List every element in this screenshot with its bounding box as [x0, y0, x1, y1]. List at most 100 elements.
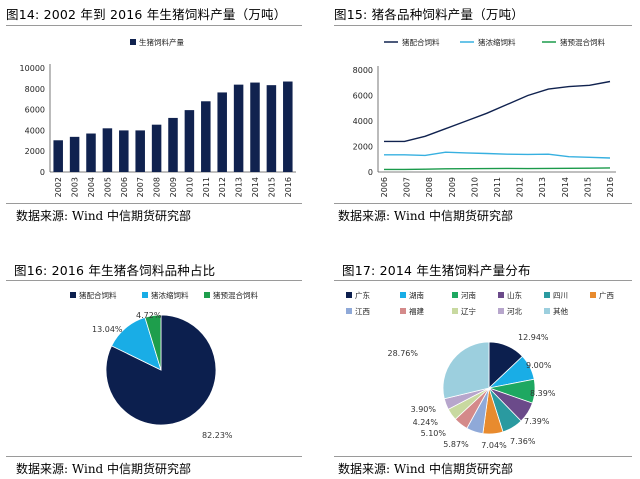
- slice-value-label: 5.87%: [443, 440, 469, 449]
- bar: [217, 92, 227, 172]
- x-tick-label: 2015: [583, 177, 592, 197]
- legend-label: 山东: [507, 290, 522, 300]
- pie-slice: [105, 314, 217, 426]
- x-tick-label: 2016: [284, 177, 293, 197]
- bar: [86, 133, 96, 172]
- bar: [184, 110, 195, 172]
- source-divider: [334, 203, 632, 204]
- x-tick-label: 2013: [538, 177, 547, 197]
- source-divider: [6, 203, 302, 204]
- legend-label: 广西: [599, 290, 614, 300]
- legend-label: 河南: [461, 290, 476, 300]
- legend-label: 生猪饲料产量: [139, 37, 184, 47]
- title-divider: [6, 25, 302, 26]
- legend-label: 广东: [355, 290, 370, 300]
- x-tick-label: 2007: [403, 177, 412, 197]
- legend-label: 猪配合饲料: [402, 37, 440, 47]
- x-tick-label: 2003: [71, 177, 80, 197]
- x-tick-label: 2011: [493, 177, 502, 197]
- x-tick-label: 2014: [251, 177, 260, 197]
- source-note: 数据来源: Wind 中信期货研究部: [338, 209, 514, 223]
- bar: [250, 82, 260, 172]
- y-tick-label: 10000: [20, 64, 45, 73]
- legend-label: 猪浓缩饲料: [478, 37, 516, 47]
- legend-swatch: [400, 292, 406, 298]
- x-tick-label: 2007: [136, 177, 145, 197]
- y-tick-label: 6000: [25, 106, 45, 115]
- y-tick-label: 8000: [25, 85, 45, 94]
- legend-swatch: [544, 308, 550, 314]
- bar-chart: 生猪饲料产量 0 2000 4000 6000 8000 10000 2002 2003 2004…: [20, 37, 296, 197]
- slice-value-label: 5.10%: [421, 429, 447, 438]
- bar: [266, 85, 277, 172]
- panel-fig15: 图15: 猪各品种饲料产量（万吨） 猪配合饲料 猪浓缩饲料 猪预混合饲料 0 2000 4…: [334, 4, 634, 226]
- legend-swatch: [498, 308, 504, 314]
- legend-label: 河北: [507, 307, 522, 316]
- slice-value-label: 28.76%: [387, 349, 418, 358]
- y-tick-label: 4000: [353, 117, 373, 126]
- bar: [201, 101, 211, 172]
- slice-value-label: 82.23%: [202, 431, 233, 440]
- slice-value-label: 9.00%: [526, 361, 552, 370]
- slice-value-label: 4.72%: [136, 311, 162, 320]
- panel-fig17: 图17: 2014 年生猪饲料产量分布 广东 湖南 河南 山东 四川 广西 江西 福建 辽宁 河北…: [334, 258, 634, 478]
- slice-value-label: 7.04%: [481, 441, 507, 450]
- bar: [151, 124, 162, 172]
- slice-value-label: 4.24%: [413, 418, 439, 427]
- x-tick-label: 2005: [103, 177, 112, 197]
- slice-value-label: 12.94%: [518, 333, 549, 342]
- legend-swatch: [544, 292, 550, 298]
- source-note: 数据来源: Wind 中信期货研究部: [16, 209, 192, 223]
- line-chart: 猪配合饲料 猪浓缩饲料 猪预混合饲料 0 2000 4000 6000 8000 2006 200…: [353, 37, 616, 197]
- x-tick-label: 2016: [606, 177, 615, 197]
- x-tick-label: 2009: [448, 177, 457, 197]
- chart-title: 图15: 猪各品种饲料产量（万吨）: [334, 7, 524, 22]
- chart-title: 图14: 2002 年到 2016 年生猪饲料产量（万吨）: [6, 7, 287, 22]
- x-tick-label: 2011: [202, 177, 211, 197]
- bar: [53, 140, 63, 172]
- legend-label: 湖南: [409, 290, 424, 300]
- y-tick-label: 4000: [25, 126, 45, 135]
- slice-value-label: 7.39%: [524, 417, 550, 426]
- legend-swatch: [590, 292, 596, 298]
- y-tick-label: 8000: [353, 66, 373, 75]
- x-tick-label: 2012: [218, 177, 227, 197]
- legend-label: 四川: [553, 291, 568, 300]
- title-divider: [334, 280, 632, 281]
- y-tick-label: 2000: [353, 143, 373, 152]
- bar: [119, 130, 129, 172]
- legend-label: 猪浓缩饲料: [151, 290, 189, 300]
- legend-swatch: [452, 308, 458, 314]
- bar: [102, 128, 113, 172]
- title-divider: [334, 25, 632, 26]
- series-line: [384, 151, 611, 159]
- chart-title: 图16: 2016 年生猪各饲料品种占比: [14, 263, 216, 278]
- legend-label: 猪预混合饲料: [213, 290, 258, 300]
- legend-swatch: [400, 308, 406, 314]
- slice-value-label: 8.39%: [530, 389, 556, 398]
- x-tick-label: 2015: [267, 177, 276, 197]
- title-divider: [6, 280, 302, 281]
- x-tick-label: 2009: [169, 177, 178, 197]
- x-tick-label: 2008: [153, 177, 162, 197]
- source-divider: [6, 456, 302, 457]
- pie-chart: 猪配合饲料 猪浓缩饲料 猪预混合饲料 82.23% 13.04% 4.72%: [70, 290, 258, 440]
- panel-fig16: 图16: 2016 年生猪各饲料品种占比 猪配合饲料 猪浓缩饲料 猪预混合饲料 82.…: [6, 258, 306, 478]
- chart-title: 图17: 2014 年生猪饲料产量分布: [342, 263, 531, 278]
- legend-label: 猪配合饲料: [79, 290, 117, 300]
- x-tick-label: 2008: [425, 177, 434, 197]
- x-tick-label: 2002: [54, 177, 63, 197]
- x-tick-label: 2010: [185, 177, 194, 197]
- bar: [283, 81, 293, 172]
- legend-label: 猪预混合饲料: [560, 37, 605, 47]
- source-divider: [334, 456, 632, 457]
- legend-swatch: [452, 292, 458, 298]
- bar: [233, 84, 244, 172]
- x-tick-label: 2014: [561, 177, 570, 197]
- x-tick-label: 2006: [380, 177, 389, 197]
- y-tick-label: 6000: [353, 92, 373, 101]
- x-tick-label: 2012: [516, 177, 525, 197]
- bar: [69, 136, 80, 172]
- x-tick-label: 2006: [120, 177, 129, 197]
